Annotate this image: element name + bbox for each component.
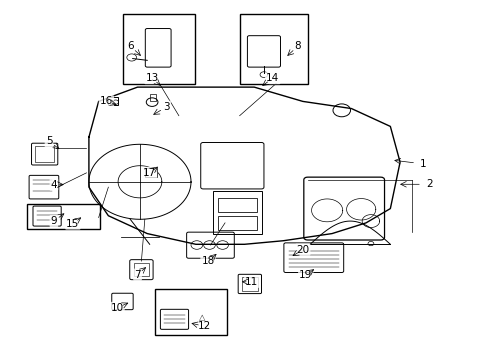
Text: 14: 14 xyxy=(265,73,279,83)
Text: 13: 13 xyxy=(145,73,159,83)
Text: 5: 5 xyxy=(46,136,52,147)
Bar xyxy=(217,216,256,230)
Text: 9: 9 xyxy=(50,216,57,226)
Text: 3: 3 xyxy=(163,102,170,112)
Text: 17: 17 xyxy=(143,168,156,178)
Text: 10: 10 xyxy=(110,303,123,313)
Text: 11: 11 xyxy=(244,277,258,287)
Bar xyxy=(154,289,227,336)
Bar xyxy=(108,97,118,105)
Bar xyxy=(27,203,100,229)
Text: 8: 8 xyxy=(294,41,301,51)
Text: 12: 12 xyxy=(198,321,211,332)
Bar xyxy=(35,146,54,162)
Text: 2: 2 xyxy=(425,179,432,189)
Text: 6: 6 xyxy=(127,41,133,51)
Bar xyxy=(122,14,195,84)
Text: 18: 18 xyxy=(201,256,214,266)
Text: 20: 20 xyxy=(296,245,309,255)
Bar xyxy=(212,191,261,234)
Text: 16: 16 xyxy=(100,96,113,107)
Text: 19: 19 xyxy=(299,270,312,280)
Bar xyxy=(149,94,155,102)
Bar xyxy=(134,263,148,276)
Text: △: △ xyxy=(199,313,205,322)
Bar xyxy=(217,198,256,212)
Text: 1: 1 xyxy=(419,159,426,169)
Bar xyxy=(241,277,258,291)
Text: 4: 4 xyxy=(50,180,57,190)
Bar xyxy=(145,168,157,177)
Text: 15: 15 xyxy=(66,219,80,229)
Bar xyxy=(239,14,307,84)
Text: 7: 7 xyxy=(134,270,141,280)
